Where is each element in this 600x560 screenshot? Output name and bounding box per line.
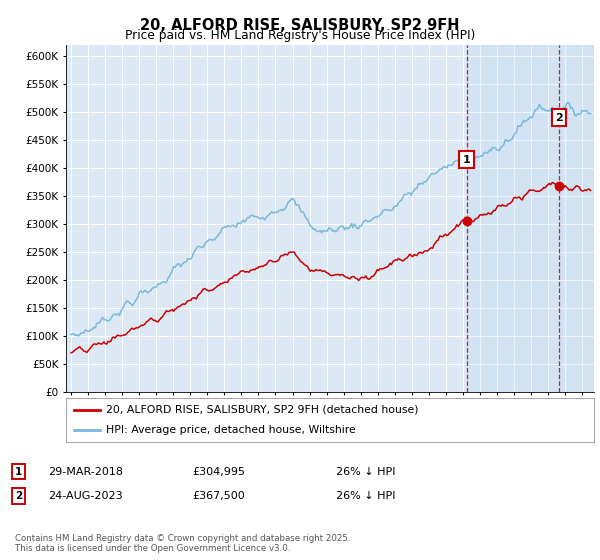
Bar (467, 45, 594, 392)
Text: 24-AUG-2023: 24-AUG-2023 (48, 491, 122, 501)
Text: 26% ↓ HPI: 26% ↓ HPI (336, 491, 395, 501)
Text: 2: 2 (15, 491, 22, 501)
Text: Contains HM Land Registry data © Crown copyright and database right 2025.
This d: Contains HM Land Registry data © Crown c… (15, 534, 350, 553)
Text: £304,995: £304,995 (192, 466, 245, 477)
Text: HPI: Average price, detached house, Wiltshire: HPI: Average price, detached house, Wilt… (106, 425, 355, 435)
Text: 1: 1 (463, 155, 470, 165)
Text: 29-MAR-2018: 29-MAR-2018 (48, 466, 123, 477)
Text: Price paid vs. HM Land Registry's House Price Index (HPI): Price paid vs. HM Land Registry's House … (125, 29, 475, 42)
Text: 1: 1 (15, 466, 22, 477)
Text: 2: 2 (555, 113, 563, 123)
Text: 20, ALFORD RISE, SALISBURY, SP2 9FH: 20, ALFORD RISE, SALISBURY, SP2 9FH (140, 18, 460, 33)
Text: £367,500: £367,500 (192, 491, 245, 501)
Text: 26% ↓ HPI: 26% ↓ HPI (336, 466, 395, 477)
Text: 20, ALFORD RISE, SALISBURY, SP2 9FH (detached house): 20, ALFORD RISE, SALISBURY, SP2 9FH (det… (106, 405, 418, 415)
